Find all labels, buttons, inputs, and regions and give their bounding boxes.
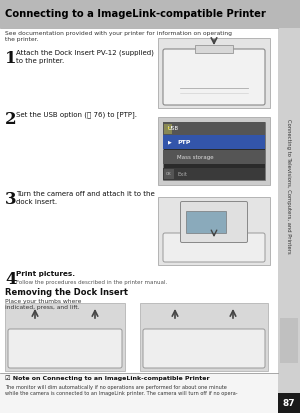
Bar	[278, 393, 300, 413]
Text: OK: OK	[166, 172, 172, 176]
Bar	[158, 38, 270, 108]
Bar	[158, 197, 270, 265]
Bar	[140, 303, 268, 371]
Bar	[195, 45, 233, 53]
Text: 1: 1	[5, 50, 16, 67]
Bar	[186, 211, 226, 233]
Text: Mass storage: Mass storage	[177, 154, 214, 159]
Text: USB: USB	[168, 126, 179, 131]
Text: PTP: PTP	[177, 140, 190, 145]
FancyBboxPatch shape	[8, 329, 122, 368]
Bar	[164, 124, 172, 134]
Text: Attach the Dock Insert PV-12 (supplied)
to the printer.: Attach the Dock Insert PV-12 (supplied) …	[16, 50, 154, 64]
Bar	[164, 169, 174, 179]
Text: 87: 87	[283, 399, 295, 408]
Bar	[163, 150, 265, 164]
Bar	[0, 0, 278, 28]
Text: See documentation provided with your printer for information on operating
the pr: See documentation provided with your pri…	[5, 31, 232, 43]
Text: Connecting to a ImageLink-compatible Printer: Connecting to a ImageLink-compatible Pri…	[5, 9, 266, 19]
Bar	[278, 0, 300, 28]
Bar	[5, 303, 125, 371]
Text: 3: 3	[5, 191, 16, 208]
FancyBboxPatch shape	[143, 329, 265, 368]
Text: Turn the camera off and attach it to the
dock insert.: Turn the camera off and attach it to the…	[16, 191, 155, 205]
Bar	[163, 135, 265, 149]
Bar	[163, 122, 265, 180]
FancyBboxPatch shape	[181, 202, 248, 242]
Text: Removing the Dock Insert: Removing the Dock Insert	[5, 288, 128, 297]
Bar	[278, 0, 300, 413]
Text: Place your thumbs where
indicated, press, and lift.: Place your thumbs where indicated, press…	[5, 299, 81, 311]
FancyBboxPatch shape	[163, 233, 265, 262]
Text: ▶: ▶	[168, 140, 172, 145]
Text: Exit: Exit	[177, 171, 187, 176]
Bar	[280, 318, 298, 363]
Bar	[163, 168, 265, 180]
Text: The monitor will dim automatically if no operations are performed for about one : The monitor will dim automatically if no…	[5, 385, 238, 396]
Text: Follow the procedures described in the printer manual.: Follow the procedures described in the p…	[16, 280, 167, 285]
Text: ☑ Note on Connecting to an ImageLink-compatible Printer: ☑ Note on Connecting to an ImageLink-com…	[5, 375, 210, 381]
Bar	[158, 117, 270, 185]
Text: ↑: ↑	[166, 127, 170, 131]
Text: Print pictures.: Print pictures.	[16, 271, 75, 277]
Bar	[163, 122, 265, 135]
Text: 2: 2	[5, 111, 16, 128]
Text: Connecting to Televisions, Computers, and Printers: Connecting to Televisions, Computers, an…	[286, 119, 292, 254]
FancyBboxPatch shape	[163, 49, 265, 105]
Text: 4: 4	[5, 271, 16, 288]
Bar	[0, 373, 278, 413]
Text: Set the USB option (Ⓜ 76) to [PTP].: Set the USB option (Ⓜ 76) to [PTP].	[16, 111, 137, 118]
